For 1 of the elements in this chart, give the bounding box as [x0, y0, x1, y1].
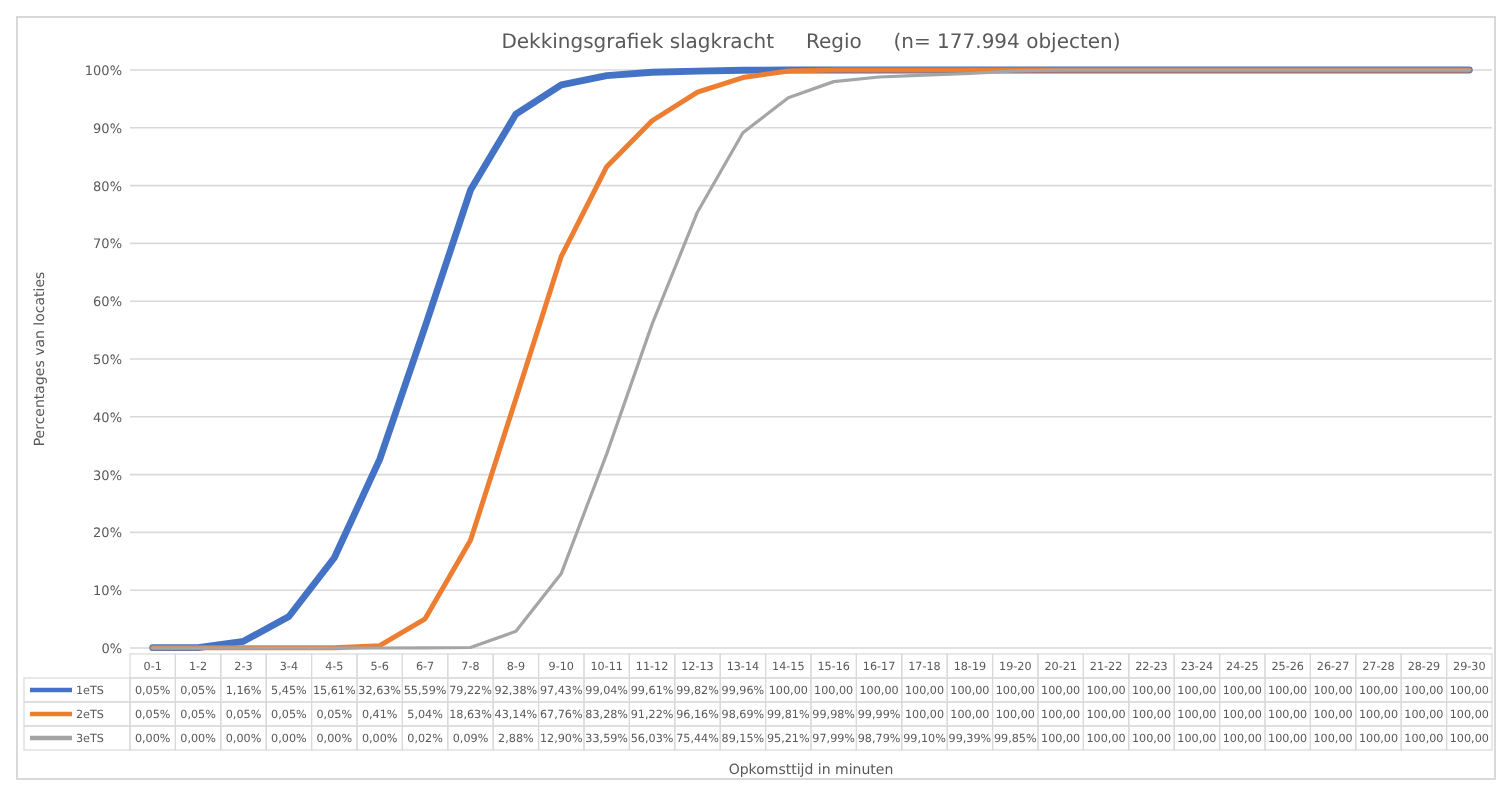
chart-title: Dekkingsgrafiek slagkracht Regio (n= 177.994 objecten) [501, 32, 1121, 54]
